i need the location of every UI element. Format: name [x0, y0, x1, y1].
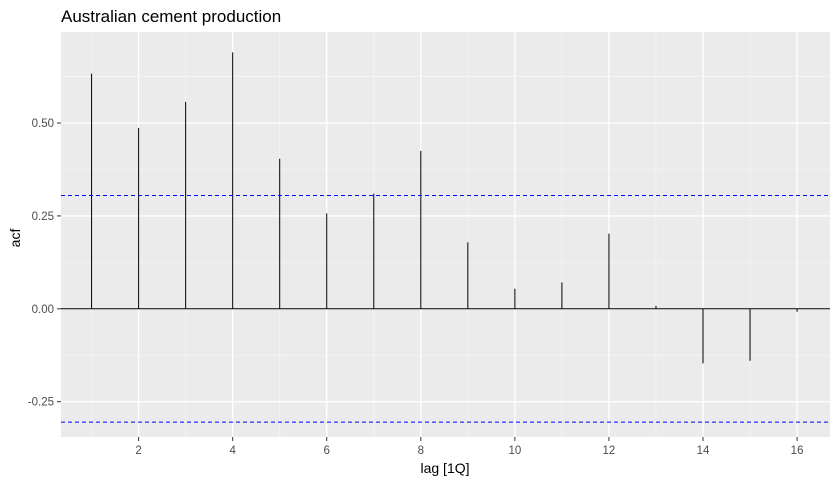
- x-tick-label: 8: [418, 445, 424, 457]
- y-axis-ticks: -0.25 0.00 0.25 0.50: [28, 118, 61, 409]
- x-tick-label: 16: [791, 445, 804, 457]
- x-axis-ticks: 2 4 6 8 10 12 14 16: [135, 437, 803, 457]
- acf-bars: [91, 52, 798, 364]
- x-tick-label: 14: [697, 445, 710, 457]
- minor-gridlines: [61, 32, 830, 437]
- y-tick-label: 0.50: [32, 118, 54, 130]
- y-axis-title: acf: [7, 229, 23, 248]
- y-tick-label: 0.00: [32, 304, 54, 316]
- x-axis-title: lag [1Q]: [420, 460, 469, 476]
- confidence-bounds: [61, 194, 830, 423]
- chart-title: Australian cement production: [61, 7, 281, 26]
- y-tick-label: 0.25: [32, 211, 54, 223]
- x-tick-label: 6: [324, 445, 330, 457]
- plot-panel: [61, 32, 830, 437]
- x-tick-label: 12: [603, 445, 616, 457]
- y-tick-label: -0.25: [28, 397, 54, 409]
- x-tick-label: 4: [229, 445, 236, 457]
- x-tick-label: 2: [135, 445, 141, 457]
- x-tick-label: 10: [508, 445, 521, 457]
